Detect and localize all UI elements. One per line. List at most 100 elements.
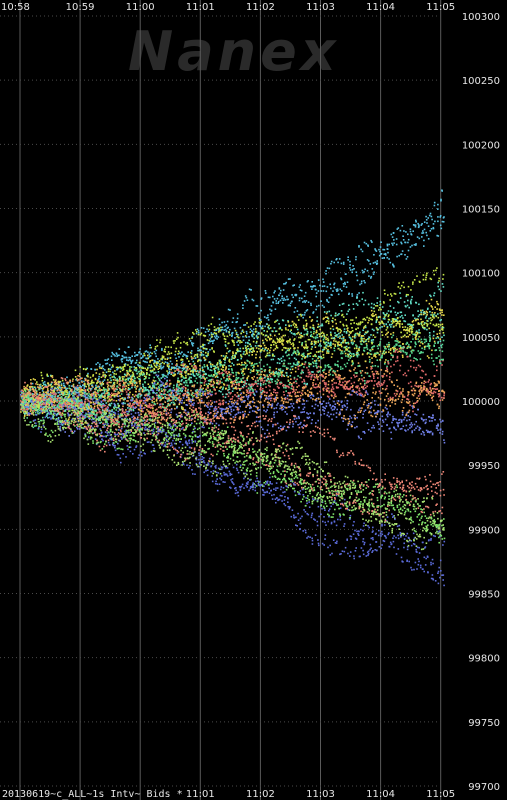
- data-point: [440, 290, 442, 292]
- data-point: [228, 470, 231, 473]
- data-point: [87, 404, 89, 407]
- data-point: [423, 508, 425, 510]
- data-point: [378, 248, 380, 251]
- data-point: [350, 331, 353, 333]
- data-point: [355, 302, 358, 305]
- data-point: [197, 418, 199, 421]
- data-point: [294, 484, 297, 486]
- data-point: [278, 327, 281, 330]
- data-point: [237, 397, 240, 400]
- data-point: [398, 345, 400, 347]
- data-point: [119, 370, 122, 373]
- data-point: [391, 381, 393, 384]
- data-point: [298, 417, 300, 420]
- data-point: [277, 402, 279, 405]
- data-point: [237, 436, 239, 439]
- data-point: [131, 360, 133, 363]
- data-point: [382, 539, 385, 542]
- data-point: [306, 497, 309, 500]
- data-point: [182, 367, 185, 369]
- data-point: [166, 364, 169, 366]
- data-point: [103, 379, 106, 381]
- data-point: [379, 482, 381, 485]
- data-point: [275, 451, 278, 454]
- data-point: [81, 423, 83, 426]
- data-point: [232, 466, 235, 469]
- data-point: [273, 462, 276, 464]
- data-point: [104, 423, 107, 425]
- data-point: [166, 445, 169, 448]
- data-point: [316, 370, 319, 373]
- data-point: [160, 422, 162, 425]
- data-point: [110, 410, 112, 412]
- data-point: [320, 468, 323, 471]
- data-point: [246, 486, 248, 488]
- data-point: [133, 432, 135, 435]
- data-point: [349, 496, 351, 498]
- data-point: [70, 397, 72, 400]
- data-point: [323, 285, 326, 287]
- data-point: [83, 395, 86, 398]
- data-point: [373, 510, 376, 513]
- data-point: [54, 395, 57, 397]
- data-point: [336, 540, 338, 543]
- data-point: [330, 407, 333, 409]
- data-point: [348, 497, 351, 499]
- data-point: [153, 376, 155, 379]
- data-point: [352, 524, 354, 527]
- data-point: [129, 370, 131, 373]
- data-point: [252, 458, 254, 461]
- data-point: [57, 423, 60, 425]
- data-point: [416, 332, 419, 335]
- data-point: [198, 462, 201, 465]
- data-point: [231, 335, 233, 337]
- data-point: [244, 344, 247, 347]
- data-point: [176, 407, 178, 409]
- data-point: [386, 325, 389, 328]
- data-point: [235, 463, 238, 466]
- data-point: [154, 422, 157, 424]
- data-point: [362, 549, 364, 552]
- data-point: [405, 293, 408, 296]
- data-point: [418, 560, 420, 563]
- data-point: [355, 496, 358, 499]
- data-point: [139, 431, 141, 433]
- data-point: [185, 355, 188, 358]
- data-point: [153, 382, 156, 384]
- data-point: [236, 341, 238, 343]
- data-point: [247, 326, 250, 328]
- data-point: [123, 425, 126, 428]
- data-point: [140, 418, 143, 421]
- data-point: [123, 373, 126, 376]
- data-point: [76, 428, 79, 430]
- data-point: [305, 324, 308, 326]
- data-point: [236, 335, 239, 338]
- data-point: [152, 444, 155, 446]
- data-point: [432, 534, 435, 537]
- data-point: [335, 542, 338, 544]
- data-point: [312, 312, 314, 314]
- data-point: [281, 336, 283, 338]
- data-point: [170, 442, 173, 444]
- data-point: [313, 328, 315, 330]
- data-point: [403, 301, 406, 303]
- data-point: [221, 326, 224, 329]
- data-point: [255, 347, 258, 349]
- data-point: [250, 330, 253, 332]
- data-point: [144, 354, 146, 357]
- data-point: [203, 457, 205, 459]
- data-point: [284, 474, 286, 476]
- data-point: [30, 404, 33, 406]
- data-point: [397, 300, 399, 303]
- data-point: [426, 505, 429, 508]
- data-point: [106, 424, 108, 426]
- data-point: [109, 368, 112, 370]
- data-point: [171, 389, 173, 392]
- data-point: [437, 524, 439, 526]
- data-point: [114, 449, 117, 452]
- data-point: [404, 314, 406, 316]
- data-point: [153, 351, 156, 353]
- data-point: [368, 275, 370, 277]
- data-point: [203, 359, 206, 362]
- data-point: [295, 364, 298, 366]
